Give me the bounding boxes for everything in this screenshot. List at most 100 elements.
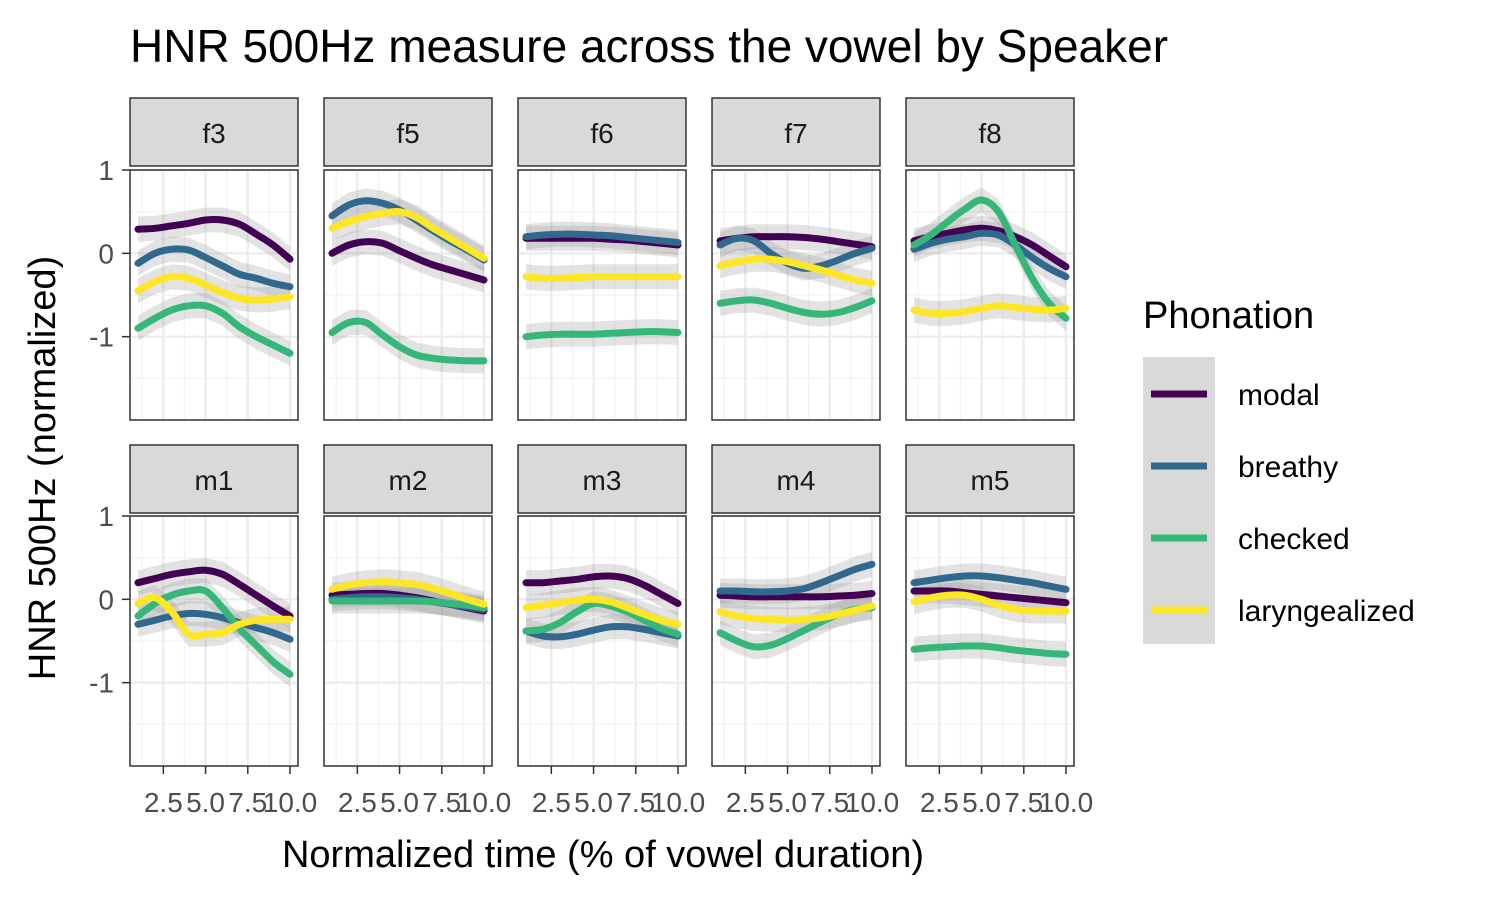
- confidence-band-breathy: [332, 188, 484, 273]
- facet-panel-m4: m4 2.5 5.0 7.510.0: [711, 444, 900, 818]
- series-line-breathy: [134, 609, 294, 643]
- series-line-breathy: [910, 229, 1070, 281]
- facet-strip-label: m5: [971, 465, 1010, 496]
- x-tick-label: 2.5: [726, 787, 765, 818]
- legend-title: Phonation: [1143, 295, 1314, 337]
- panel-border: [711, 515, 881, 767]
- facet-strip-label: f7: [784, 118, 807, 149]
- series-line-checked: [328, 317, 488, 365]
- legend-entry-breathy: breathy: [1151, 451, 1338, 484]
- legend-label: modal: [1238, 379, 1320, 412]
- legend-label: breathy: [1238, 451, 1338, 484]
- confidence-band-modal: [720, 224, 872, 260]
- legend-key-background: [1143, 357, 1215, 644]
- series-line-breathy: [134, 245, 294, 291]
- confidence-band-checked: [914, 187, 1066, 331]
- chart-title: HNR 500Hz measure across the vowel by Sp…: [130, 20, 1168, 72]
- legend: Phonation modal breathy checked laryngealiz…: [1143, 295, 1415, 644]
- x-axis-title: Normalized time (% of vowel duration): [282, 834, 924, 876]
- x-tick-label: 5.0: [380, 787, 419, 818]
- series-line-modal: [910, 224, 1070, 271]
- facet-panel-m2: m2 2.5 5.0 7.510.0: [323, 444, 512, 818]
- x-tick-label: 10.0: [651, 787, 706, 818]
- facet-strip: [129, 444, 299, 514]
- legend-label: checked: [1238, 523, 1350, 556]
- series-line-laryngealized: [522, 595, 682, 628]
- series-line-laryngealized: [910, 591, 1070, 615]
- panel-border: [129, 515, 299, 767]
- y-tick-label: -1: [89, 668, 114, 699]
- x-tick-label: 7.5: [1004, 787, 1043, 818]
- series-line-laryngealized: [134, 273, 294, 304]
- facet-panel-f3: f3 1 0 -1: [89, 97, 299, 421]
- facet-strip: [517, 97, 687, 167]
- x-tick-label: 7.5: [810, 787, 849, 818]
- series-line-checked: [716, 296, 876, 318]
- facet-panel-f5: f5: [323, 97, 493, 421]
- facet-strip: [129, 97, 299, 167]
- y-tick-label: 1: [98, 155, 114, 186]
- x-tick-label: 10.0: [457, 787, 512, 818]
- x-tick-label: 10.0: [845, 787, 900, 818]
- series-line-breathy: [522, 622, 682, 641]
- panel-border: [905, 169, 1075, 421]
- facet-strip-label: m4: [777, 465, 816, 496]
- x-tick-label: 7.5: [228, 787, 267, 818]
- series-line-checked: [910, 196, 1070, 322]
- series-line-modal: [328, 238, 488, 284]
- series-line-laryngealized: [134, 594, 294, 640]
- panel-border: [129, 169, 299, 421]
- series-line-checked: [522, 599, 682, 638]
- legend-entry-laryngealized: laryngealized: [1151, 595, 1415, 628]
- series-line-laryngealized: [716, 602, 876, 624]
- panel-border: [905, 515, 1075, 767]
- y-tick-label: 0: [98, 584, 114, 615]
- y-axis-title: HNR 500Hz (normalized): [22, 256, 64, 680]
- y-tick-label: -1: [89, 322, 114, 353]
- confidence-band-breathy: [914, 563, 1066, 602]
- series-line-modal: [910, 587, 1070, 607]
- panel-border: [517, 515, 687, 767]
- facet-strip: [323, 444, 493, 514]
- series-line-breathy: [522, 230, 682, 246]
- series-line-breathy: [716, 560, 876, 596]
- panel-border: [323, 169, 493, 421]
- series-line-modal: [134, 566, 294, 620]
- facet-strip-label: m3: [583, 465, 622, 496]
- facet-strip: [711, 444, 881, 514]
- series-line-breathy: [910, 572, 1070, 593]
- facet-strip-label: f5: [396, 118, 419, 149]
- facet-strip: [711, 97, 881, 167]
- series-line-modal: [134, 216, 294, 263]
- facet-strip: [905, 97, 1075, 167]
- x-tick-label: 7.5: [422, 787, 461, 818]
- x-tick-label: 2.5: [144, 787, 183, 818]
- x-tick-label: 2.5: [338, 787, 377, 818]
- facet-strip: [517, 444, 687, 514]
- x-tick-label: 2.5: [532, 787, 571, 818]
- series-line-laryngealized: [328, 208, 488, 262]
- series-line-checked: [910, 642, 1070, 658]
- facet-strip-label: f6: [590, 118, 613, 149]
- confidence-band-modal: [526, 563, 678, 616]
- series-line-laryngealized: [328, 578, 488, 608]
- x-tick-label: 10.0: [263, 787, 318, 818]
- legend-label: laryngealized: [1238, 595, 1415, 628]
- facet-panel-m5: m5 2.5 5.0 7.510.0: [905, 444, 1094, 818]
- facet-strip-label: f3: [202, 118, 225, 149]
- panel-border: [711, 169, 881, 421]
- series-line-modal: [522, 572, 682, 607]
- facet-panel-f7: f7: [711, 97, 881, 421]
- confidence-band-laryngealized: [138, 585, 290, 647]
- x-tick-label: 10.0: [1039, 787, 1094, 818]
- series-line-laryngealized: [522, 273, 682, 282]
- confidence-band-laryngealized: [720, 593, 872, 633]
- legend-entry-modal: modal: [1151, 379, 1320, 412]
- confidence-band-checked: [138, 578, 290, 687]
- x-tick-label: 5.0: [768, 787, 807, 818]
- series-line-checked: [328, 597, 488, 612]
- facet-panel-f6: f6: [517, 97, 687, 421]
- x-tick-label: 5.0: [574, 787, 613, 818]
- series-line-laryngealized: [716, 255, 876, 287]
